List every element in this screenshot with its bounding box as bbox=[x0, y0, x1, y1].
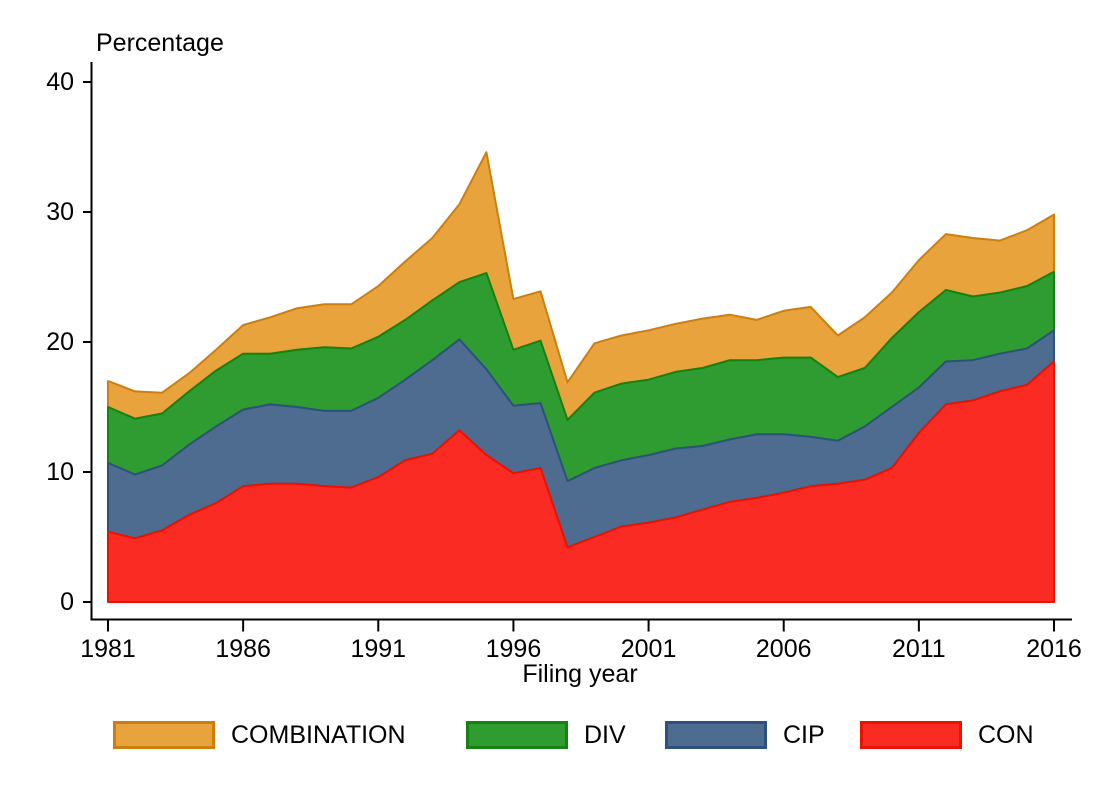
x-tick-label: 2006 bbox=[755, 635, 812, 663]
x-tick-label: 2011 bbox=[891, 635, 946, 663]
x-tick-label: 2016 bbox=[1026, 635, 1082, 663]
y-tick-label: 20 bbox=[46, 328, 74, 356]
y-tick-label: 10 bbox=[46, 458, 74, 486]
area-con bbox=[107, 360, 1055, 603]
y-axis-title: Percentage bbox=[96, 29, 224, 57]
y-tick-label: 0 bbox=[60, 588, 74, 616]
y-tick-label: 30 bbox=[46, 198, 74, 226]
x-tick-label: 1981 bbox=[80, 635, 136, 663]
x-tick-label: 1986 bbox=[215, 635, 271, 663]
y-tick-label: 40 bbox=[46, 68, 74, 96]
x-axis-title: Filing year bbox=[522, 660, 638, 688]
x-tick-label: 1991 bbox=[350, 635, 407, 663]
x-tick-label: 1996 bbox=[485, 635, 542, 663]
x-tick-label: 2001 bbox=[620, 635, 677, 663]
